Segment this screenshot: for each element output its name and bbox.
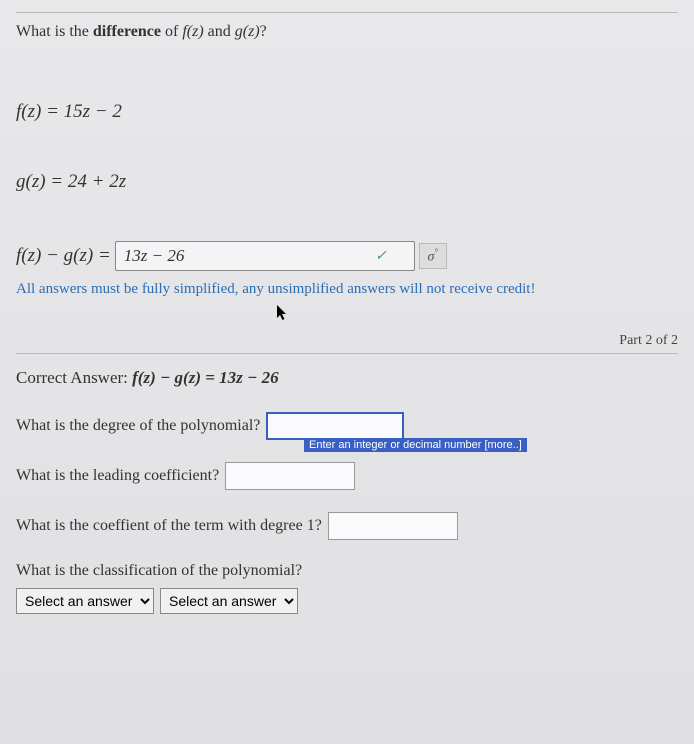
- classification-select-2[interactable]: Select an answer: [160, 588, 298, 614]
- degree-label: What is the degree of the polynomial?: [16, 417, 260, 435]
- q-fz: f(z): [182, 23, 203, 40]
- class-label: What is the classification of the polyno…: [16, 562, 302, 580]
- part-row: Part 2 of 2: [16, 333, 678, 354]
- correct-expr: f(z) − g(z) = 13z − 26: [132, 368, 278, 387]
- class-row: What is the classification of the polyno…: [16, 562, 678, 580]
- classification-select-1[interactable]: Select an answer: [16, 588, 154, 614]
- part-label: Part 2 of 2: [619, 333, 678, 349]
- q-and: and: [204, 23, 235, 40]
- formula-editor-button[interactable]: σ°: [419, 243, 447, 269]
- answer-label: f(z) − g(z) =: [16, 245, 111, 267]
- check-icon: ✓: [375, 248, 387, 265]
- coef1-input[interactable]: [328, 512, 458, 540]
- cursor-icon: [276, 304, 678, 327]
- correct-answer: Correct Answer: f(z) − g(z) = 13z − 26: [16, 368, 678, 388]
- function-f: f(z) = 15z − 2: [16, 101, 678, 123]
- select-row: Select an answer Select an answer: [16, 588, 678, 614]
- degree-tooltip: Enter an integer or decimal number [more…: [304, 438, 527, 452]
- answer-input[interactable]: 13z − 26 ✓: [115, 241, 415, 271]
- function-g: g(z) = 24 + 2z: [16, 171, 678, 193]
- degree-input[interactable]: [266, 412, 404, 440]
- coef1-row: What is the coeffient of the term with d…: [16, 512, 678, 540]
- simplify-note: All answers must be fully simplified, an…: [16, 279, 678, 300]
- answer-row: f(z) − g(z) = 13z − 26 ✓ σ°: [16, 241, 678, 271]
- q-gz: g(z): [235, 23, 260, 40]
- degree-row: What is the degree of the polynomial? En…: [16, 412, 678, 440]
- q-mid: of: [161, 23, 182, 40]
- leading-row: What is the leading coefficient?: [16, 462, 678, 490]
- leading-label: What is the leading coefficient?: [16, 467, 219, 485]
- top-rule: [16, 12, 678, 13]
- q-suffix: ?: [260, 23, 267, 40]
- correct-prefix: Correct Answer:: [16, 368, 132, 387]
- answer-value: 13z − 26: [124, 246, 185, 266]
- leading-input[interactable]: [225, 462, 355, 490]
- question-text: What is the difference of f(z) and g(z)?: [16, 23, 678, 41]
- q-prefix: What is the: [16, 23, 93, 40]
- coef1-label: What is the coeffient of the term with d…: [16, 517, 322, 535]
- q-bold: difference: [93, 23, 161, 40]
- sigma-icon: σ°: [428, 247, 439, 266]
